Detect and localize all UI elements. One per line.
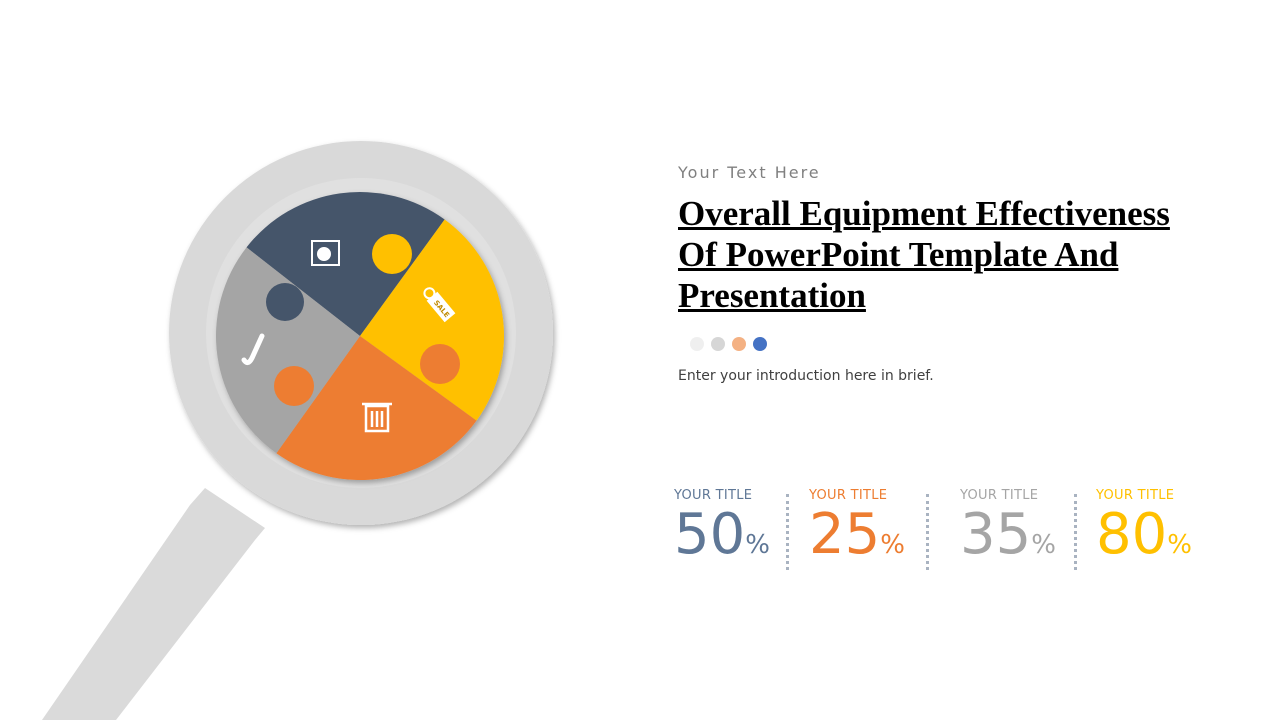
subtitle: Your Text Here <box>678 163 821 182</box>
dot <box>732 337 746 351</box>
stat-unit: % <box>1031 530 1056 560</box>
trash-icon <box>362 402 392 433</box>
stat-value: 35 <box>960 502 1032 567</box>
stat-2: YOUR TITLE 25% <box>809 488 905 575</box>
stat-value: 80 <box>1096 502 1168 567</box>
dot <box>690 337 704 351</box>
stat-label: YOUR TITLE <box>960 488 1039 503</box>
dot <box>753 337 767 351</box>
puzzle-knob <box>372 234 412 274</box>
stat-unit: % <box>745 530 770 560</box>
divider <box>926 494 929 570</box>
page-title: Overall Equipment Effectiveness Of Power… <box>678 194 1170 315</box>
stat-label: YOUR TITLE <box>674 488 753 503</box>
stat-3: YOUR TITLE 35% <box>960 488 1056 575</box>
intro-text: Enter your introduction here in brief. <box>678 368 934 384</box>
puzzle-knob <box>266 283 304 321</box>
stat-1: YOUR TITLE 50% <box>674 488 770 575</box>
stat-unit: % <box>1167 530 1192 560</box>
decorative-dots <box>690 337 767 351</box>
sale-tag-icon: SALE <box>423 287 456 323</box>
puzzle-piece-dark <box>246 192 445 336</box>
stat-value: 50 <box>674 502 746 567</box>
divider <box>786 494 789 570</box>
puzzle-piece-yellow <box>360 219 504 421</box>
dot <box>711 337 725 351</box>
saxophone-icon <box>241 333 265 366</box>
magnifier-handle <box>42 488 265 720</box>
stat-4: YOUR TITLE 80% <box>1096 488 1192 575</box>
puzzle-knob <box>274 366 314 406</box>
puzzle-piece-orange <box>276 336 477 480</box>
puzzle-knob <box>420 344 460 384</box>
divider <box>1074 494 1077 570</box>
stat-label: YOUR TITLE <box>809 488 888 503</box>
stat-value: 25 <box>809 502 881 567</box>
stat-label: YOUR TITLE <box>1096 488 1175 503</box>
puzzle-piece-gray <box>215 247 360 454</box>
stat-unit: % <box>880 530 905 560</box>
presentation-chart-icon <box>311 240 340 266</box>
